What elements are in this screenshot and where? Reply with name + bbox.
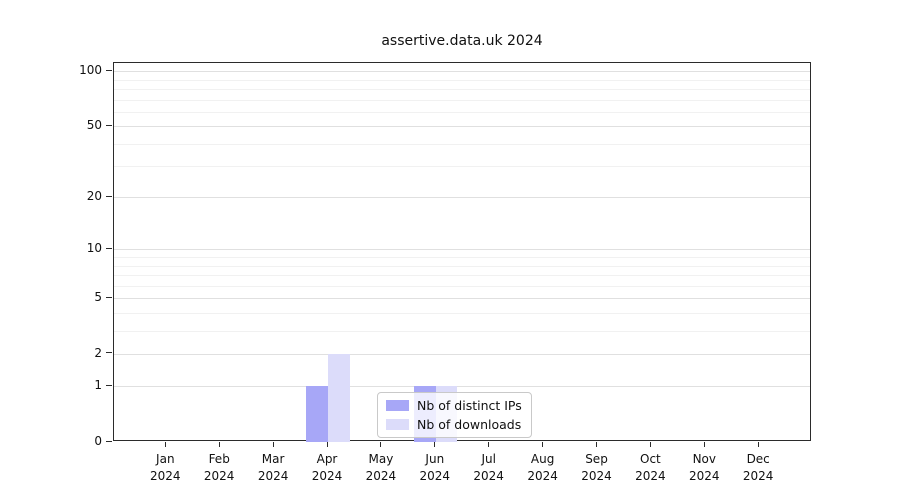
x-tick-label: Feb 2024 xyxy=(203,452,235,483)
x-tick-mark xyxy=(757,442,759,447)
x-tick-mark xyxy=(326,442,328,447)
gridline-minor xyxy=(114,166,810,168)
gridline-minor xyxy=(114,79,810,81)
y-tick-mark xyxy=(106,124,112,126)
gridline-minor xyxy=(114,99,810,101)
x-tick-mark xyxy=(272,442,274,447)
plot-area xyxy=(113,62,811,442)
legend-item: Nb of downloads xyxy=(386,417,522,432)
y-tick-mark xyxy=(106,384,112,386)
x-tick-mark xyxy=(703,442,705,447)
x-tick-label: Nov 2024 xyxy=(689,452,720,483)
x-tick-mark xyxy=(488,442,490,447)
bar-distinct-ips xyxy=(306,386,328,442)
y-tick-mark xyxy=(106,247,112,249)
y-tick-label: 10 xyxy=(86,241,102,256)
gridline-minor xyxy=(114,111,810,113)
legend-swatch xyxy=(386,419,409,430)
bar-downloads xyxy=(328,353,350,442)
x-tick-label: Dec 2024 xyxy=(742,452,774,483)
y-tick-label: 2 xyxy=(94,345,102,360)
legend-label: Nb of distinct IPs xyxy=(417,398,522,413)
x-tick-mark xyxy=(434,442,436,447)
y-tick-label: 5 xyxy=(94,290,102,305)
legend: Nb of distinct IPs Nb of downloads xyxy=(377,392,532,438)
gridline-minor xyxy=(114,285,810,287)
gridline-major xyxy=(114,386,810,388)
x-tick-mark xyxy=(164,442,166,447)
x-tick-label: Mar 2024 xyxy=(257,452,289,483)
y-tick-label: 1 xyxy=(94,378,102,393)
gridline-major xyxy=(114,298,810,300)
gridline-major xyxy=(114,197,810,199)
y-tick-label: 20 xyxy=(86,189,102,204)
x-tick-label: Apr 2024 xyxy=(311,452,343,483)
chart-title: assertive.data.uk 2024 xyxy=(381,33,543,49)
gridline-minor xyxy=(114,274,810,276)
gridline-major xyxy=(114,353,810,355)
y-tick-mark xyxy=(106,440,112,442)
x-tick-label: May 2024 xyxy=(365,452,397,483)
x-tick-mark xyxy=(380,442,382,447)
y-tick-label: 50 xyxy=(86,118,102,133)
y-tick-mark xyxy=(106,296,112,298)
gridline-major xyxy=(114,71,810,73)
y-tick-mark xyxy=(106,195,112,197)
gridline-minor xyxy=(114,143,810,145)
x-tick-mark xyxy=(596,442,597,447)
gridline-minor xyxy=(114,257,810,259)
gridline-major xyxy=(114,126,810,128)
x-tick-label: Aug 2024 xyxy=(527,452,558,483)
y-tick-mark xyxy=(106,69,112,71)
y-tick-mark xyxy=(106,352,112,354)
legend-item: Nb of distinct IPs xyxy=(386,398,522,413)
legend-label: Nb of downloads xyxy=(417,417,522,432)
gridline-minor xyxy=(114,265,810,267)
legend-swatch xyxy=(386,400,409,411)
gridline-minor xyxy=(114,89,810,91)
gridline-minor xyxy=(114,312,810,314)
gridline-minor xyxy=(114,330,810,332)
x-tick-label: Oct 2024 xyxy=(635,452,666,483)
gridline-major xyxy=(114,249,810,251)
x-tick-mark xyxy=(542,442,544,447)
y-tick-label: 0 xyxy=(94,434,102,448)
x-tick-mark xyxy=(218,442,220,447)
x-tick-label: Jun 2024 xyxy=(419,452,451,483)
x-tick-label: Jul 2024 xyxy=(473,452,504,483)
x-tick-label: Jan 2024 xyxy=(150,452,181,483)
x-tick-label: Sep 2024 xyxy=(581,452,612,483)
x-tick-mark xyxy=(649,442,651,447)
y-tick-label: 100 xyxy=(79,63,102,78)
